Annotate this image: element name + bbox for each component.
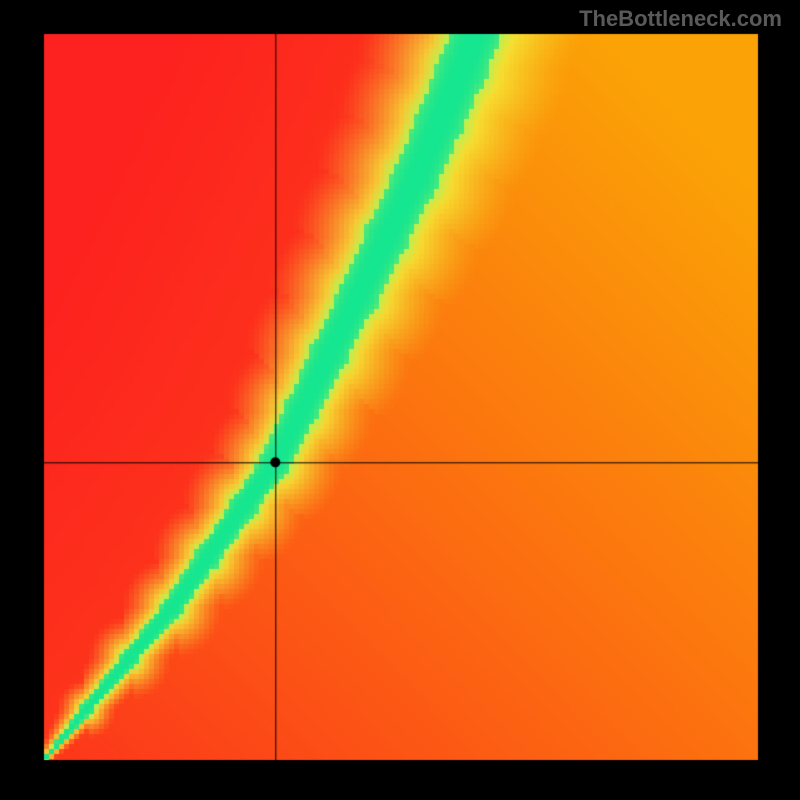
root-container: TheBottleneck.com [0, 0, 800, 800]
heatmap-canvas [0, 0, 800, 800]
watermark-text: TheBottleneck.com [579, 6, 782, 32]
